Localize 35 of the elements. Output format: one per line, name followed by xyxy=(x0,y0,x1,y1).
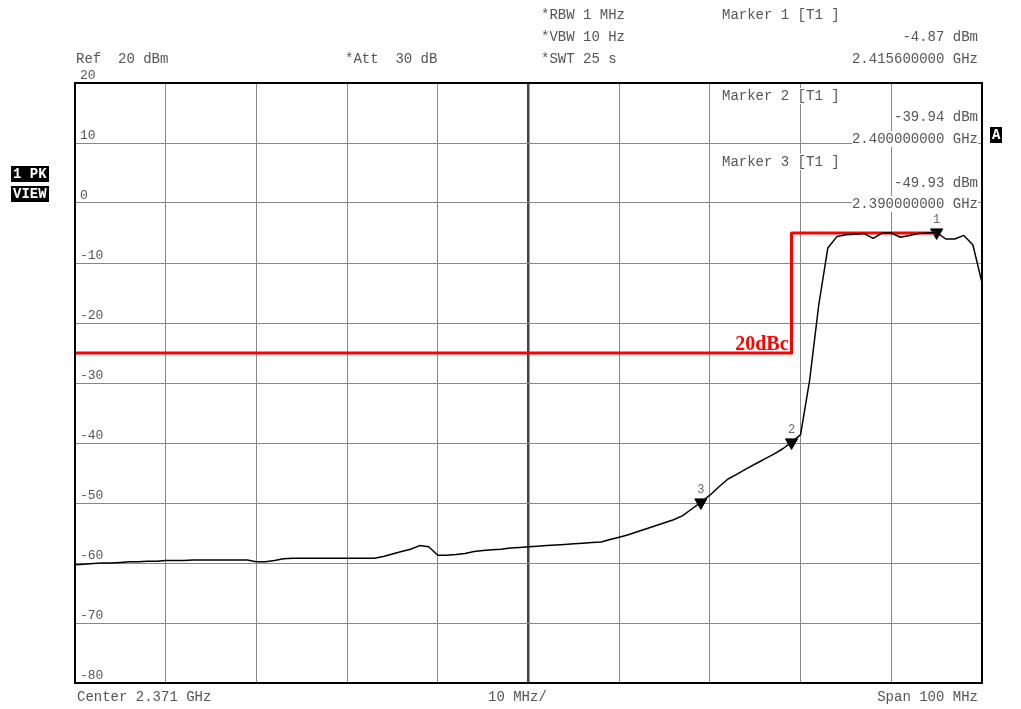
annotation: 3 xyxy=(697,482,705,497)
annotation: 2.400000000 GHz xyxy=(851,131,978,147)
y-tick-label: -30 xyxy=(80,367,104,383)
annotation: 2.390000000 GHz xyxy=(851,196,978,212)
text: 10 MHz/ xyxy=(488,689,547,705)
text: Marker 1 [T1 ] xyxy=(722,7,840,23)
y-tick-label: -50 xyxy=(80,487,104,503)
text: VIEW xyxy=(11,186,49,202)
y-tick-label: -80 xyxy=(80,667,104,683)
annotation: 2 xyxy=(787,422,796,437)
text: 2.415600000 GHz xyxy=(851,51,978,67)
annotation: 1 xyxy=(933,212,941,227)
annotation: -39.94 dBm xyxy=(893,109,978,125)
annotation: Marker 2 [T1 ] xyxy=(722,88,840,104)
text: *Att 30 dB xyxy=(345,51,438,67)
text: Ref 20 dBm xyxy=(76,51,169,67)
annotation: -49.93 dBm xyxy=(893,175,978,191)
text: A xyxy=(990,127,1003,143)
y-tick-label: -40 xyxy=(80,427,104,443)
text: 1 PK xyxy=(11,166,49,182)
text: Span 100 MHz xyxy=(877,689,978,705)
text: *RBW 1 MHz xyxy=(541,7,626,23)
y-tick-label: -20 xyxy=(80,307,104,323)
y-tick-label: -60 xyxy=(80,547,104,563)
text: *VBW 10 Hz xyxy=(541,29,626,45)
text: *SWT 25 s xyxy=(541,51,617,67)
y-tick-label: 20 xyxy=(80,67,96,83)
series-label: 20dBc xyxy=(735,332,789,355)
y-tick-label: -10 xyxy=(80,247,104,263)
text: -4.87 dBm xyxy=(902,29,978,45)
y-tick-label: 0 xyxy=(80,187,88,203)
text: Center 2.371 GHz xyxy=(77,689,212,705)
annotation: Marker 3 [T1 ] xyxy=(722,154,840,170)
y-tick-label: 10 xyxy=(80,127,96,143)
y-tick-label: -70 xyxy=(80,607,104,623)
